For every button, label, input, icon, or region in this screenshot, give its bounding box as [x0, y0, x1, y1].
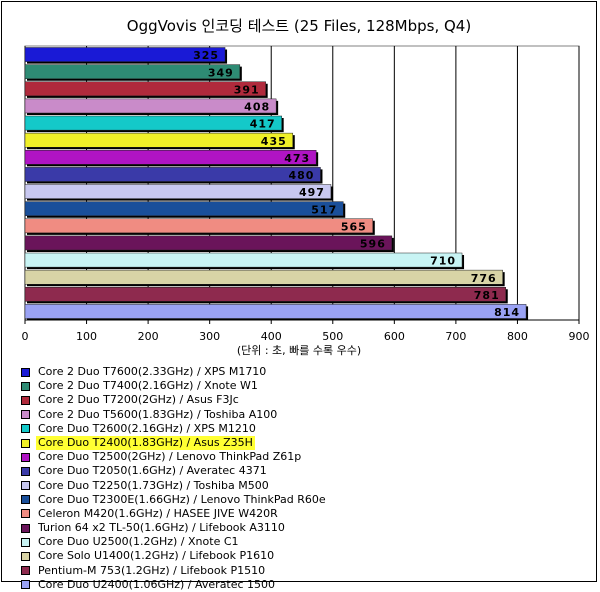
bar	[24, 150, 317, 165]
bar-value-label: 325	[193, 49, 219, 62]
bar	[24, 304, 527, 319]
bar	[24, 132, 294, 148]
legend-label: Core 2 Duo T7400(2.16GHz) / Xnote W1	[38, 379, 258, 393]
bar	[24, 269, 503, 285]
legend-swatch	[21, 452, 30, 462]
bar-value-label: 391	[234, 83, 260, 96]
legend-entry: Core Duo U2500(1.2GHz) / Xnote C1	[20, 535, 440, 549]
legend-label: Core 2 Duo T7600(2.33GHz) / XPS M1710	[38, 365, 267, 378]
legend-entry: Turion 64 x2 TL-50(1.6GHz) / Lifebook A3…	[20, 521, 440, 535]
legend-swatch	[21, 552, 30, 562]
x-tick-label: 600	[384, 330, 405, 343]
x-tick-label: 400	[261, 330, 282, 343]
bar	[24, 218, 374, 234]
bar-value-label: 596	[360, 238, 386, 251]
bar	[24, 64, 241, 79]
bar-value-label: 435	[261, 135, 287, 148]
bar	[24, 201, 344, 216]
legend-label: Core 2 Duo T5600(1.83GHz) / Toshiba A100	[38, 407, 278, 421]
legend: Core 2 Duo T7600(2.33GHz) / XPS M1710 Cor…	[20, 365, 440, 592]
legend-entry: Pentium-M 753(1.2GHz) / Lifebook P1510	[20, 564, 440, 578]
legend-swatch	[21, 481, 30, 491]
bar-value-label: 480	[288, 169, 314, 182]
legend-label: Core Solo U1400(1.2GHz) / Lifebook P1610	[38, 549, 275, 563]
legend-label: Core Duo T2300E(1.66GHz) / Lenovo ThinkP…	[38, 492, 326, 506]
legend-entry: Core Duo T2050(1.6GHz) / Averatec 4371	[20, 464, 440, 478]
legend-entry: Core 2 Duo T7200(2GHz) / Asus F3Jc	[20, 393, 440, 407]
legend-entry: Core Duo T2500(2GHz) / Lenovo ThinkPad Z…	[20, 450, 440, 464]
bar-value-label: 473	[284, 152, 310, 165]
legend-swatch	[21, 424, 30, 434]
legend-entry: Core 2 Duo T7600(2.33GHz) / XPS M1710	[20, 365, 440, 379]
legend-entry: Core 2 Duo T7400(2.16GHz) / Xnote W1	[20, 379, 440, 393]
legend-entry: Core Duo T2600(2.16GHz) / XPS M1210	[20, 422, 440, 436]
bar-value-label: 710	[430, 255, 456, 268]
legend-swatch	[21, 381, 30, 391]
x-tick-label: 300	[199, 330, 220, 343]
legend-label: Turion 64 x2 TL-50(1.6GHz) / Lifebook A3…	[38, 521, 285, 535]
legend-entry: Core Solo U1400(1.2GHz) / Lifebook P1610	[20, 549, 440, 563]
legend-label: Core Duo U2500(1.2GHz) / Xnote C1	[38, 535, 239, 549]
legend-label: Pentium-M 753(1.2GHz) / Lifebook P1510	[38, 563, 266, 577]
legend-label: Core Duo T2500(2GHz) / Lenovo ThinkPad Z…	[38, 450, 302, 464]
legend-label: Celeron M420(1.6GHz) / HASEE JIVE W420R	[38, 506, 278, 520]
bar-value-label: 349	[208, 66, 234, 79]
legend-swatch	[21, 523, 30, 533]
x-tick-label: 900	[569, 330, 590, 343]
bar-value-label: 408	[244, 101, 270, 114]
x-tick-label: 700	[445, 330, 466, 343]
legend-swatch	[21, 566, 30, 576]
bar-value-label: 776	[471, 272, 497, 285]
legend-swatch	[21, 410, 30, 420]
legend-swatch	[21, 438, 30, 448]
chart-title: OggVovis 인코딩 테스트 (25 Files, 128Mbps, Q4)	[127, 17, 471, 35]
bar-value-label: 565	[341, 220, 367, 233]
legend-label: Core Duo T2250(1.73GHz) / Toshiba M500	[38, 478, 269, 492]
bar	[24, 167, 321, 182]
legend-entry: Core Duo T2300E(1.66GHz) / Lenovo ThinkP…	[20, 493, 440, 507]
legend-swatch	[21, 537, 30, 547]
legend-entry: Core 2 Duo T5600(1.83GHz) / Toshiba A100	[20, 408, 440, 422]
bar	[24, 184, 332, 199]
x-tick-label: 200	[138, 330, 159, 343]
chart-plot: OggVovis 인코딩 테스트 (25 Files, 128Mbps, Q4)…	[22, 17, 590, 357]
bar	[24, 252, 463, 268]
legend-entry: Celeron M420(1.6GHz) / HASEE JIVE W420R	[20, 507, 440, 521]
legend-label: Core 2 Duo T7200(2GHz) / Asus F3Jc	[38, 393, 239, 407]
bar	[24, 47, 226, 62]
x-tick-label: 800	[507, 330, 528, 343]
bar-value-label: 781	[474, 289, 500, 302]
bar-value-label: 517	[311, 203, 337, 216]
bar	[24, 287, 506, 302]
bar-value-label: 417	[250, 118, 276, 131]
legend-swatch	[21, 466, 30, 476]
bar	[24, 81, 266, 97]
legend-entry: Core Duo T2400(1.83GHz) / Asus Z35H	[20, 435, 440, 451]
bar	[24, 235, 393, 251]
x-tick-label: 0	[22, 330, 29, 343]
legend-swatch	[21, 395, 30, 405]
x-tick-label: 100	[76, 330, 97, 343]
legend-swatch	[21, 509, 30, 519]
legend-entry: Core Duo T2250(1.73GHz) / Toshiba M500	[20, 479, 440, 493]
legend-swatch	[21, 495, 30, 505]
legend-swatch	[21, 367, 30, 377]
legend-label: Core Duo T2050(1.6GHz) / Averatec 4371	[38, 464, 267, 478]
legend-label: Core Duo T2400(1.83GHz) / Asus Z35H	[36, 435, 255, 451]
bar-value-label: 814	[494, 306, 520, 319]
x-axis-label: (단위 : 초, 빠를 수록 우수)	[237, 344, 361, 357]
bar	[24, 98, 277, 114]
bar-value-label: 497	[299, 186, 325, 199]
legend-label: Core Duo T2600(2.16GHz) / XPS M1210	[38, 421, 256, 435]
x-tick-label: 500	[322, 330, 343, 343]
bar	[24, 115, 282, 131]
